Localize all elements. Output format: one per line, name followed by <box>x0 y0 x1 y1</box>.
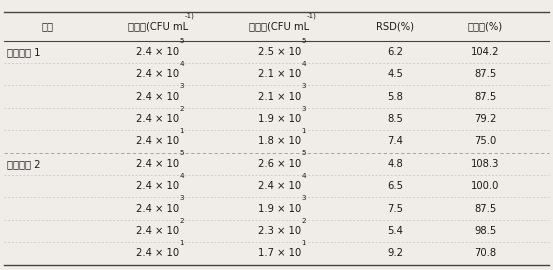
Text: 2.4 × 10: 2.4 × 10 <box>136 136 179 146</box>
Text: 4: 4 <box>301 173 306 179</box>
Text: 2.4 × 10: 2.4 × 10 <box>136 248 179 258</box>
Text: 5.4: 5.4 <box>388 226 403 236</box>
Text: 2.4 × 10: 2.4 × 10 <box>136 226 179 236</box>
Text: 2.4 × 10: 2.4 × 10 <box>136 92 179 102</box>
Text: 5: 5 <box>180 150 184 156</box>
Text: 6.5: 6.5 <box>388 181 403 191</box>
Text: 2: 2 <box>180 218 184 224</box>
Text: 1.9 × 10: 1.9 × 10 <box>258 204 301 214</box>
Text: 1: 1 <box>301 128 306 134</box>
Text: 100.0: 100.0 <box>471 181 500 191</box>
Text: 3: 3 <box>301 83 306 89</box>
Text: 9.2: 9.2 <box>388 248 403 258</box>
Text: 1.8 × 10: 1.8 × 10 <box>258 136 301 146</box>
Text: 79.2: 79.2 <box>474 114 497 124</box>
Text: 2.4 × 10: 2.4 × 10 <box>136 204 179 214</box>
Text: 108.3: 108.3 <box>471 159 500 169</box>
Text: 4.8: 4.8 <box>388 159 403 169</box>
Text: 1: 1 <box>301 240 306 246</box>
Text: 2.4 × 10: 2.4 × 10 <box>258 181 301 191</box>
Text: 3: 3 <box>301 106 306 112</box>
Text: 8.5: 8.5 <box>388 114 403 124</box>
Text: 3: 3 <box>180 83 184 89</box>
Text: 5.8: 5.8 <box>388 92 403 102</box>
Text: 1.7 × 10: 1.7 × 10 <box>258 248 301 258</box>
Text: 2.6 × 10: 2.6 × 10 <box>258 159 301 169</box>
Text: 4: 4 <box>301 61 306 67</box>
Text: 4: 4 <box>180 61 184 67</box>
Text: 2.5 × 10: 2.5 × 10 <box>258 47 301 57</box>
Text: 4: 4 <box>180 173 184 179</box>
Text: 75.0: 75.0 <box>474 136 497 146</box>
Text: 7.5: 7.5 <box>388 204 403 214</box>
Text: 3: 3 <box>301 195 306 201</box>
Text: 1: 1 <box>180 128 184 134</box>
Text: 2.1 × 10: 2.1 × 10 <box>258 69 301 79</box>
Text: 2: 2 <box>180 106 184 112</box>
Text: 2.4 × 10: 2.4 × 10 <box>136 47 179 57</box>
Text: 加入值(CFU mL: 加入值(CFU mL <box>128 21 187 31</box>
Text: 2.1 × 10: 2.1 × 10 <box>258 92 301 102</box>
Text: 5: 5 <box>180 38 184 44</box>
Text: 2: 2 <box>301 218 306 224</box>
Text: -1): -1) <box>307 12 317 19</box>
Text: 2.4 × 10: 2.4 × 10 <box>136 114 179 124</box>
Text: 87.5: 87.5 <box>474 92 497 102</box>
Text: 1: 1 <box>180 240 184 246</box>
Text: 2.4 × 10: 2.4 × 10 <box>136 69 179 79</box>
Text: 98.5: 98.5 <box>474 226 497 236</box>
Text: 测得值(CFU mL: 测得值(CFU mL <box>249 21 309 31</box>
Text: 4.5: 4.5 <box>388 69 403 79</box>
Text: 2.3 × 10: 2.3 × 10 <box>258 226 301 236</box>
Text: 2.4 × 10: 2.4 × 10 <box>136 159 179 169</box>
Text: 2.4 × 10: 2.4 × 10 <box>136 181 179 191</box>
Text: -1): -1) <box>185 12 195 19</box>
Text: 回收率(%): 回收率(%) <box>468 21 503 31</box>
Text: 87.5: 87.5 <box>474 69 497 79</box>
Text: 87.5: 87.5 <box>474 204 497 214</box>
Text: 3: 3 <box>180 195 184 201</box>
Text: 唾液样品 2: 唾液样品 2 <box>7 159 40 169</box>
Text: 7.4: 7.4 <box>388 136 403 146</box>
Text: 5: 5 <box>301 150 306 156</box>
Text: 104.2: 104.2 <box>471 47 500 57</box>
Text: RSD(%): RSD(%) <box>377 21 414 31</box>
Text: 唾液样品 1: 唾液样品 1 <box>7 47 40 57</box>
Text: 样品: 样品 <box>41 21 53 31</box>
Text: 70.8: 70.8 <box>474 248 497 258</box>
Text: 1.9 × 10: 1.9 × 10 <box>258 114 301 124</box>
Text: 5: 5 <box>301 38 306 44</box>
Text: 6.2: 6.2 <box>388 47 403 57</box>
